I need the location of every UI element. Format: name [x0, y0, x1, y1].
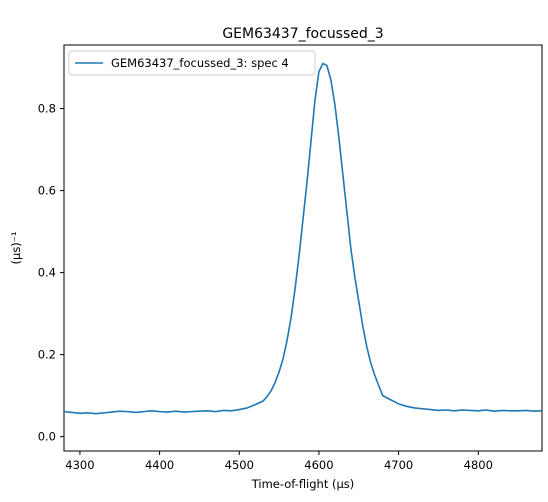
x-tick-label: 4400 [145, 458, 174, 472]
series-line [64, 63, 542, 413]
y-tick-label: 0.4 [38, 266, 56, 280]
x-tick-label: 4500 [225, 458, 254, 472]
x-tick-label: 4600 [304, 458, 333, 472]
plot-frame [64, 45, 542, 451]
x-tick-label: 4300 [65, 458, 94, 472]
y-tick-label: 0.6 [38, 184, 56, 198]
y-tick-label: 0.8 [38, 102, 56, 116]
chart-title: GEM63437_focussed_3 [222, 26, 383, 42]
plot-area [64, 45, 542, 451]
legend: GEM63437_focussed_3: spec 4 [69, 51, 315, 75]
y-tick-label: 0.2 [38, 348, 56, 362]
x-tick-label: 4700 [384, 458, 413, 472]
y-axis-label: (μs)⁻¹ [9, 232, 23, 265]
x-axis-label: Time-of-flight (μs) [251, 477, 355, 491]
y-tick-label: 0.0 [38, 430, 56, 444]
x-tick-label: 4800 [464, 458, 493, 472]
x-axis: 4300 4400 4500 4600 4700 4800 [65, 451, 493, 472]
y-axis: 0.0 0.2 0.4 0.6 0.8 [38, 102, 64, 444]
legend-entry-label: GEM63437_focussed_3: spec 4 [111, 56, 289, 70]
